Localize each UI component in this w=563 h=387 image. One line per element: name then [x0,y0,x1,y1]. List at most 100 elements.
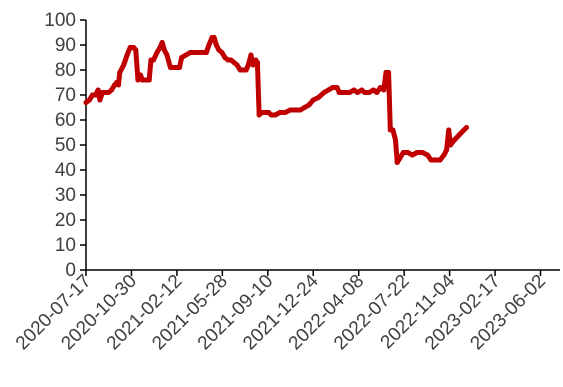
data-point [414,150,420,155]
y-tick-label: 20 [55,210,76,231]
x-axis-ticks: 2020-07-172020-10-302021-02-122021-05-28… [12,270,550,354]
y-tick-label: 40 [55,160,76,181]
y-tick: 30 [55,185,86,206]
data-point [321,90,327,95]
y-tick-label: 60 [55,110,76,131]
data-point [390,127,396,133]
y-tick-label: 10 [55,235,76,256]
data-point [121,62,127,68]
data-point [248,52,254,58]
data-point [306,102,312,108]
y-tick-label: 50 [55,135,76,156]
data-point [139,77,145,83]
data-point [193,50,199,55]
data-point [164,52,170,58]
data-point [115,82,121,88]
data-point [351,87,357,93]
data-point [446,127,452,133]
y-tick-label: 70 [55,85,76,106]
data-point [405,150,411,155]
series-layer [83,35,469,165]
data-point [133,47,139,53]
data-point [386,70,392,75]
data-point [393,137,399,143]
data-point [161,47,167,53]
data-point [362,90,368,95]
data-point [243,67,249,73]
data-point [206,42,212,48]
data-point [456,132,462,138]
y-tick-label: 80 [55,60,76,81]
data-point [157,45,163,50]
data-point [93,92,99,98]
data-point [95,87,101,93]
data-point [444,147,450,153]
data-point [167,65,173,70]
data-point [336,90,342,95]
data-point [124,52,130,58]
data-point [177,65,182,70]
y-tick: 80 [55,60,86,81]
data-point [292,107,298,113]
y-tick-label: 100 [44,10,76,31]
data-point [400,150,406,155]
data-point [433,157,439,163]
data-point [211,35,217,40]
y-tick: 40 [55,160,86,181]
data-point [397,155,403,160]
data-point [219,50,225,55]
data-point [272,112,278,118]
data-point [394,160,400,165]
data-point [159,40,165,45]
data-point [381,87,387,93]
data-point [428,157,434,163]
data-point [354,90,360,95]
y-tick: 100 [44,10,86,31]
data-point [315,95,321,100]
y-tick-label: 30 [55,185,76,206]
y-tick: 20 [55,210,86,231]
data-point [109,87,115,93]
data-point [127,45,133,50]
data-point [437,157,443,163]
data-point [99,90,105,95]
data-point [330,85,336,90]
data-point [325,87,331,93]
data-point [347,90,353,95]
data-point [377,85,383,90]
data-point [334,85,340,90]
data-point [172,65,178,70]
data-point [419,150,425,155]
y-tick: 50 [55,135,86,156]
data-point [213,42,219,48]
data-point [135,77,141,83]
data-point [138,72,144,78]
data-point [83,100,89,105]
data-point [370,87,376,93]
data-point [297,107,303,113]
data-point [374,90,380,95]
data-point [268,112,274,118]
data-point [203,50,209,55]
data-point [425,152,431,158]
data-point [287,107,293,113]
data-point [154,50,160,55]
data-point [254,60,260,65]
data-point [441,152,447,158]
y-axis-ticks: 0 10 20 30 40 50 60 70 80 90 100 [44,10,86,281]
data-point [151,57,157,63]
data-point [146,77,152,83]
data-point [183,52,189,58]
data-point [179,55,185,60]
data-point [409,152,415,158]
data-point [366,90,372,95]
data-point [245,62,251,68]
y-tick: 10 [55,235,86,256]
data-point [451,137,457,143]
y-tick-label: 90 [55,35,76,56]
data-point [310,97,316,103]
y-tick: 60 [55,110,86,131]
data-point [464,125,469,130]
